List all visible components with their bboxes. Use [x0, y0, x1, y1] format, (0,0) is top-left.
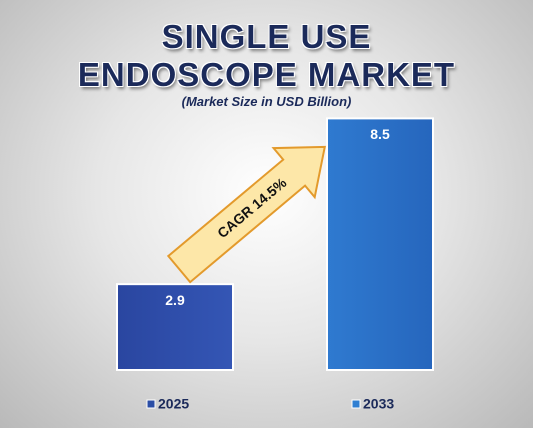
category-marker	[351, 399, 361, 409]
x-tick-label: 2033	[363, 396, 394, 412]
arrow-shape	[166, 145, 327, 284]
chart-subtitle: (Market Size in USD Billion)	[181, 94, 352, 109]
data-label: 8.5	[370, 126, 390, 142]
chart-title: SINGLE USE ENDOSCOPE MARKET	[77, 18, 456, 93]
data-label: 2.9	[165, 292, 185, 308]
bar	[326, 117, 434, 372]
bar	[116, 283, 234, 371]
cagr-arrow: CAGR 14.5%	[166, 145, 327, 284]
x-tick-label: 2025	[158, 396, 189, 412]
category-marker	[146, 399, 156, 409]
